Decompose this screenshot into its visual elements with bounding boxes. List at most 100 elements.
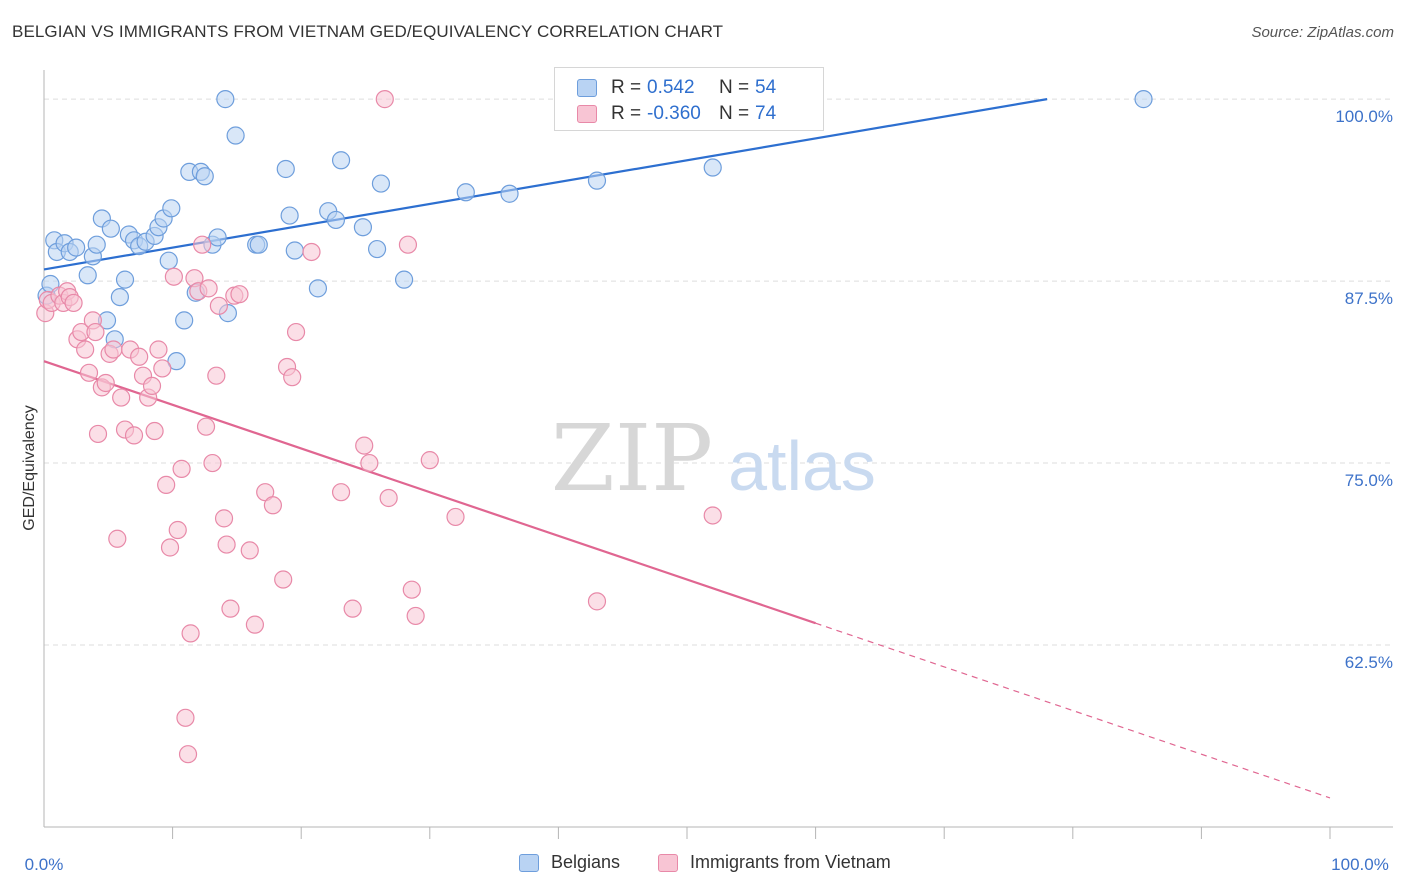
belgian-point: [326, 210, 346, 230]
belgian-point: [67, 238, 86, 257]
belgian-point: [456, 183, 475, 202]
vietnam-point: [355, 436, 374, 455]
belgian-point: [195, 167, 214, 186]
belgian-point: [159, 251, 178, 270]
belgians-swatch: [519, 853, 539, 872]
belgian-point: [308, 279, 328, 298]
vietnam-point: [193, 235, 212, 254]
belgian-point: [226, 126, 245, 145]
belgian-point: [587, 171, 607, 190]
x-tick-label: 100.0%: [1331, 855, 1389, 874]
belgian-point: [115, 270, 135, 289]
vietnam-point: [76, 340, 95, 359]
y-tick-label: 87.5%: [1345, 289, 1393, 308]
vietnam-point: [199, 279, 218, 298]
vietnam-point: [176, 708, 195, 727]
legend-label-belgians: Belgians: [551, 852, 621, 872]
vietnam-point: [343, 599, 362, 618]
vietnam-point: [274, 570, 293, 589]
vietnam-point: [446, 507, 465, 527]
y-tick-label: 75.0%: [1345, 471, 1393, 490]
vietnam-point: [168, 520, 187, 540]
vietnam-point: [203, 453, 222, 473]
source-label: Source: ZipAtlas.com: [1251, 24, 1394, 41]
grid-lines: [44, 98, 1393, 646]
legend-r-label: R =: [611, 103, 642, 124]
legend-n-label: N =: [719, 77, 750, 98]
vietnam-point: [379, 488, 398, 508]
legend-row-belgians: R = 0.542 N = 54: [577, 76, 776, 100]
belgian-point: [331, 151, 351, 170]
vietnam-point: [331, 483, 351, 502]
vietnam-trend-line: [43, 360, 816, 625]
vietnam-point: [360, 453, 379, 473]
belgian-point: [353, 218, 373, 237]
belgian-point: [216, 90, 235, 109]
vietnam-point: [402, 580, 421, 599]
vietnam-point: [124, 426, 144, 445]
belgian-point: [78, 266, 97, 285]
vietnam-point: [153, 359, 172, 378]
vietnam-point: [209, 296, 228, 315]
belgian-point: [249, 235, 268, 254]
vietnam-point: [104, 340, 123, 359]
vietnam-point: [157, 475, 176, 494]
x-tick-label: 0.0%: [25, 855, 64, 874]
watermark-zip: ZIP: [551, 405, 713, 512]
vietnam-point: [96, 373, 115, 393]
vietnam-point: [164, 267, 183, 286]
vietnam-point: [217, 535, 236, 554]
vietnam-point: [112, 388, 131, 407]
belgian-point: [208, 228, 227, 247]
vietnam-point: [142, 376, 162, 396]
vietnam-point: [196, 417, 216, 436]
vietnam-swatch: [658, 853, 678, 872]
belgian-point: [280, 206, 299, 225]
vietnam-swatch: [577, 105, 597, 123]
vietnam-point: [88, 424, 108, 444]
legend-row-vietnam: R = -0.360 N = 74: [577, 102, 776, 126]
belgian-point: [175, 311, 194, 330]
legend-r-value: 0.542: [647, 77, 695, 98]
vietnam-point: [375, 90, 394, 109]
legend-item-vietnam: Immigrants from Vietnam: [658, 852, 891, 873]
legend-r-value: -0.360: [647, 103, 701, 124]
vietnam-point: [420, 451, 439, 470]
vietnam-point: [130, 347, 149, 366]
legend-r-label: R =: [611, 77, 642, 98]
vietnam-point: [240, 541, 259, 560]
legend-label-vietnam: Immigrants from Vietnam: [690, 852, 891, 872]
vietnam-point: [86, 322, 105, 342]
vietnam-point: [149, 340, 168, 359]
vietnam-point: [181, 624, 200, 643]
vietnam-point: [79, 363, 99, 382]
vietnam-point: [263, 496, 283, 515]
vietnam-point: [207, 366, 226, 385]
vietnam-point: [283, 368, 302, 387]
correlation-legend: R = 0.542 N = 54 R = -0.360 N = 74: [554, 67, 824, 131]
vietnam-trend-extension: [815, 622, 1331, 799]
vietnam-point: [160, 538, 180, 557]
belgian-point: [101, 219, 120, 238]
belgian-point: [394, 270, 414, 289]
vietnam-point: [406, 606, 425, 626]
vietnam-point: [172, 459, 191, 478]
belgian-point: [87, 235, 106, 254]
axes: [43, 70, 1393, 839]
belgians-swatch: [577, 79, 597, 97]
y-tick-label: 62.5%: [1345, 653, 1393, 672]
belgian-point: [285, 241, 304, 260]
legend-n-label: N =: [719, 103, 750, 124]
vietnam-point: [398, 235, 418, 254]
vietnam-point: [108, 529, 127, 548]
chart-title: BELGIAN VS IMMIGRANTS FROM VIETNAM GED/E…: [12, 22, 724, 41]
vietnam-point: [703, 506, 722, 525]
belgian-point: [371, 174, 391, 193]
belgian-point: [1134, 90, 1153, 109]
y-tick-label: 100.0%: [1335, 107, 1393, 126]
belgian-point: [110, 288, 129, 307]
vietnam-point: [145, 421, 164, 441]
vietnam-point: [221, 599, 240, 618]
vietnam-point: [245, 615, 265, 634]
vietnam-point: [64, 293, 83, 313]
